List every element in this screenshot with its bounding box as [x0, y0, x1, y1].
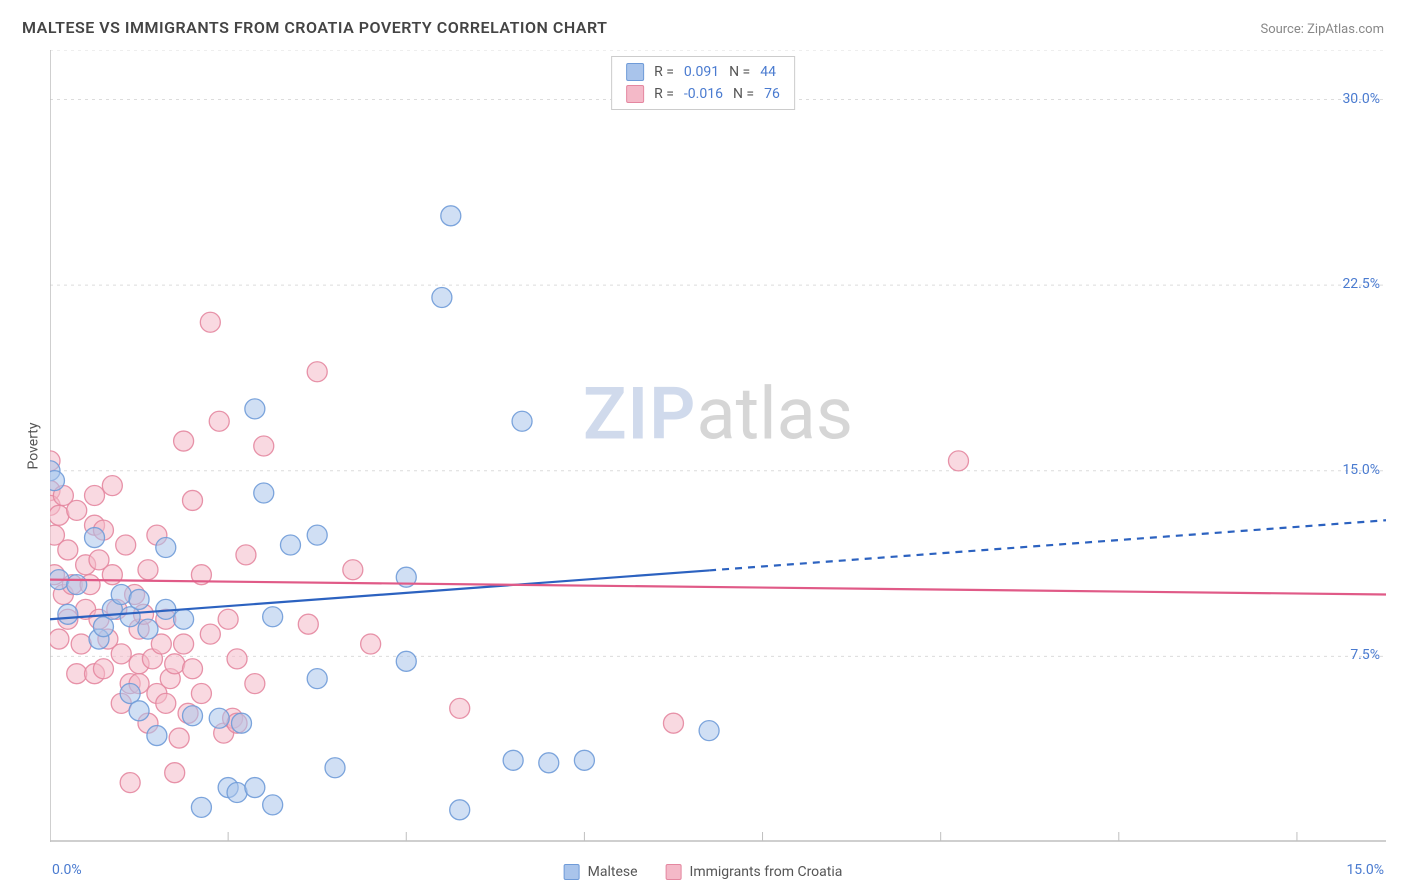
source-name: ZipAtlas.com	[1307, 22, 1384, 37]
corr-n-label-2: N =	[733, 86, 754, 102]
correlation-row-1: R = 0.091 N = 44	[612, 61, 794, 83]
y-tick-label: 7.5%	[1350, 647, 1380, 663]
corr-r-value-2: -0.016	[684, 86, 723, 102]
legend-swatch-2	[666, 864, 682, 880]
source-label: Source: ZipAtlas.com	[1260, 22, 1384, 37]
x-axis-start-label: 0.0%	[52, 862, 82, 878]
corr-r-value-1: 0.091	[684, 64, 719, 80]
correlation-legend: R = 0.091 N = 44 R = -0.016 N = 76	[611, 56, 795, 110]
legend-label-1: Maltese	[588, 864, 638, 880]
correlation-row-2: R = -0.016 N = 76	[612, 83, 794, 105]
chart-container: MALTESE VS IMMIGRANTS FROM CROATIA POVER…	[0, 0, 1406, 892]
x-axis-end-label: 15.0%	[1346, 862, 1384, 878]
source-prefix: Source:	[1260, 22, 1307, 37]
legend-item-1: Maltese	[564, 864, 638, 880]
chart-title: MALTESE VS IMMIGRANTS FROM CROATIA POVER…	[22, 18, 607, 37]
legend-swatch-1	[564, 864, 580, 880]
corr-n-value-1: 44	[760, 64, 776, 80]
legend-label-2: Immigrants from Croatia	[690, 864, 843, 880]
y-tick-label: 15.0%	[1342, 462, 1380, 478]
y-axis-label: Poverty	[26, 422, 42, 469]
corr-r-label-2: R =	[654, 86, 674, 102]
corr-n-label-1: N =	[729, 64, 750, 80]
corr-swatch-2	[626, 85, 644, 103]
series-legend: Maltese Immigrants from Croatia	[564, 864, 843, 880]
chart-svg	[50, 50, 1386, 842]
y-tick-label: 22.5%	[1342, 276, 1380, 292]
plot-area: ZIPatlas	[50, 50, 1386, 842]
title-bar: MALTESE VS IMMIGRANTS FROM CROATIA POVER…	[22, 18, 1384, 37]
legend-item-2: Immigrants from Croatia	[666, 864, 843, 880]
corr-r-label-1: R =	[654, 64, 674, 80]
corr-n-value-2: 76	[764, 86, 780, 102]
corr-swatch-1	[626, 63, 644, 81]
y-tick-label: 30.0%	[1342, 91, 1380, 107]
